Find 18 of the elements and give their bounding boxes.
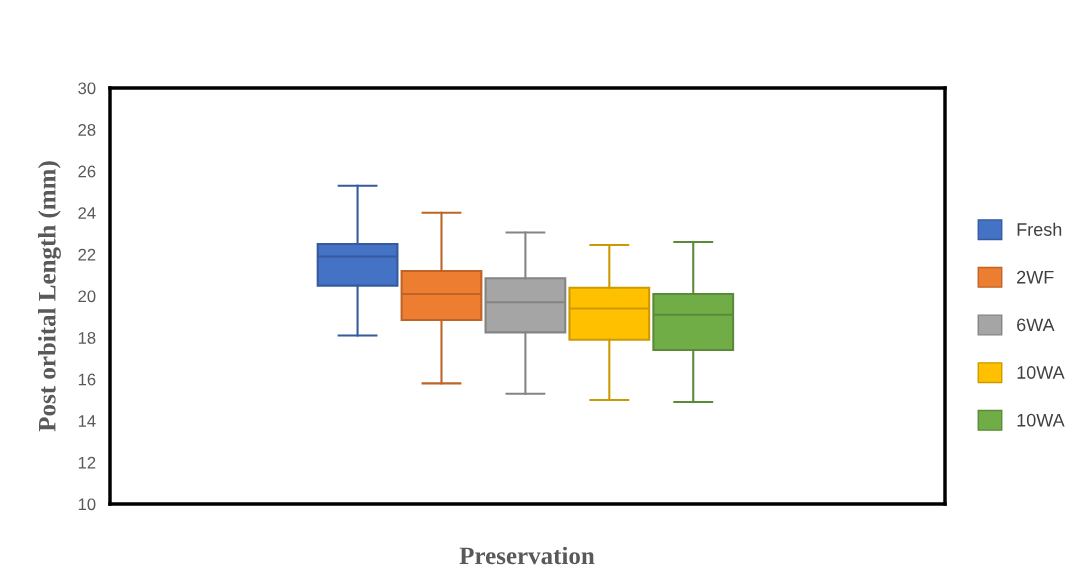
legend-label: 10WA: [1017, 413, 1065, 427]
x-axis-title: Preservation: [459, 546, 595, 565]
y-tick-label: 14: [78, 415, 96, 427]
y-tick-label: 20: [78, 290, 96, 303]
y-tick-label: 22: [78, 248, 96, 261]
y-tick-label: 28: [78, 124, 96, 136]
y-tick-label: 18: [78, 332, 96, 344]
legend-label: 2WF: [1017, 270, 1054, 284]
y-tick-label: 10: [78, 498, 96, 511]
y-tick-label: 16: [78, 373, 96, 386]
y-axis-title: Post orbital Length (mm): [38, 161, 61, 432]
y-tick-label: 12: [78, 456, 96, 469]
legend-label: Fresh: [1017, 222, 1062, 236]
y-tick-label: 24: [78, 207, 96, 219]
y-tick-label: 26: [78, 165, 96, 178]
legend-label: 6WA: [1017, 318, 1055, 332]
y-tick-label: 30: [78, 82, 96, 95]
legend-label: 10WA: [1017, 366, 1065, 379]
